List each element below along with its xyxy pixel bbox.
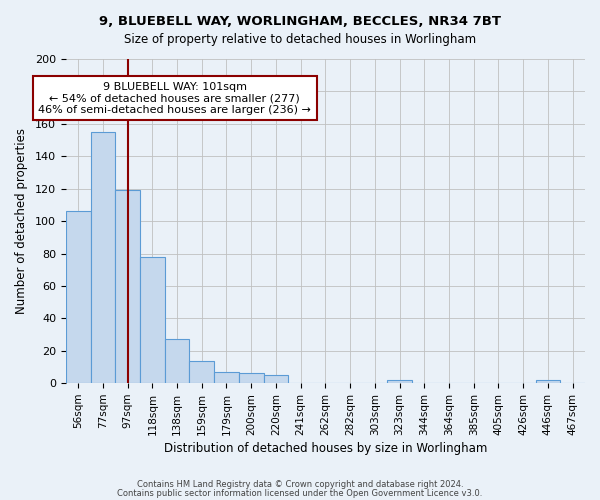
Text: Contains public sector information licensed under the Open Government Licence v3: Contains public sector information licen… — [118, 488, 482, 498]
X-axis label: Distribution of detached houses by size in Worlingham: Distribution of detached houses by size … — [164, 442, 487, 455]
Bar — [387, 380, 412, 383]
Bar — [214, 372, 239, 383]
Bar — [66, 212, 91, 383]
Y-axis label: Number of detached properties: Number of detached properties — [15, 128, 28, 314]
Bar — [91, 132, 115, 383]
Bar — [239, 374, 263, 383]
Bar — [115, 190, 140, 383]
Bar — [164, 340, 190, 383]
Bar — [140, 257, 164, 383]
Bar — [190, 360, 214, 383]
Text: 9, BLUEBELL WAY, WORLINGHAM, BECCLES, NR34 7BT: 9, BLUEBELL WAY, WORLINGHAM, BECCLES, NR… — [99, 15, 501, 28]
Bar — [536, 380, 560, 383]
Text: Contains HM Land Registry data © Crown copyright and database right 2024.: Contains HM Land Registry data © Crown c… — [137, 480, 463, 489]
Text: Size of property relative to detached houses in Worlingham: Size of property relative to detached ho… — [124, 32, 476, 46]
Text: 9 BLUEBELL WAY: 101sqm
← 54% of detached houses are smaller (277)
46% of semi-de: 9 BLUEBELL WAY: 101sqm ← 54% of detached… — [38, 82, 311, 115]
Bar — [263, 375, 289, 383]
